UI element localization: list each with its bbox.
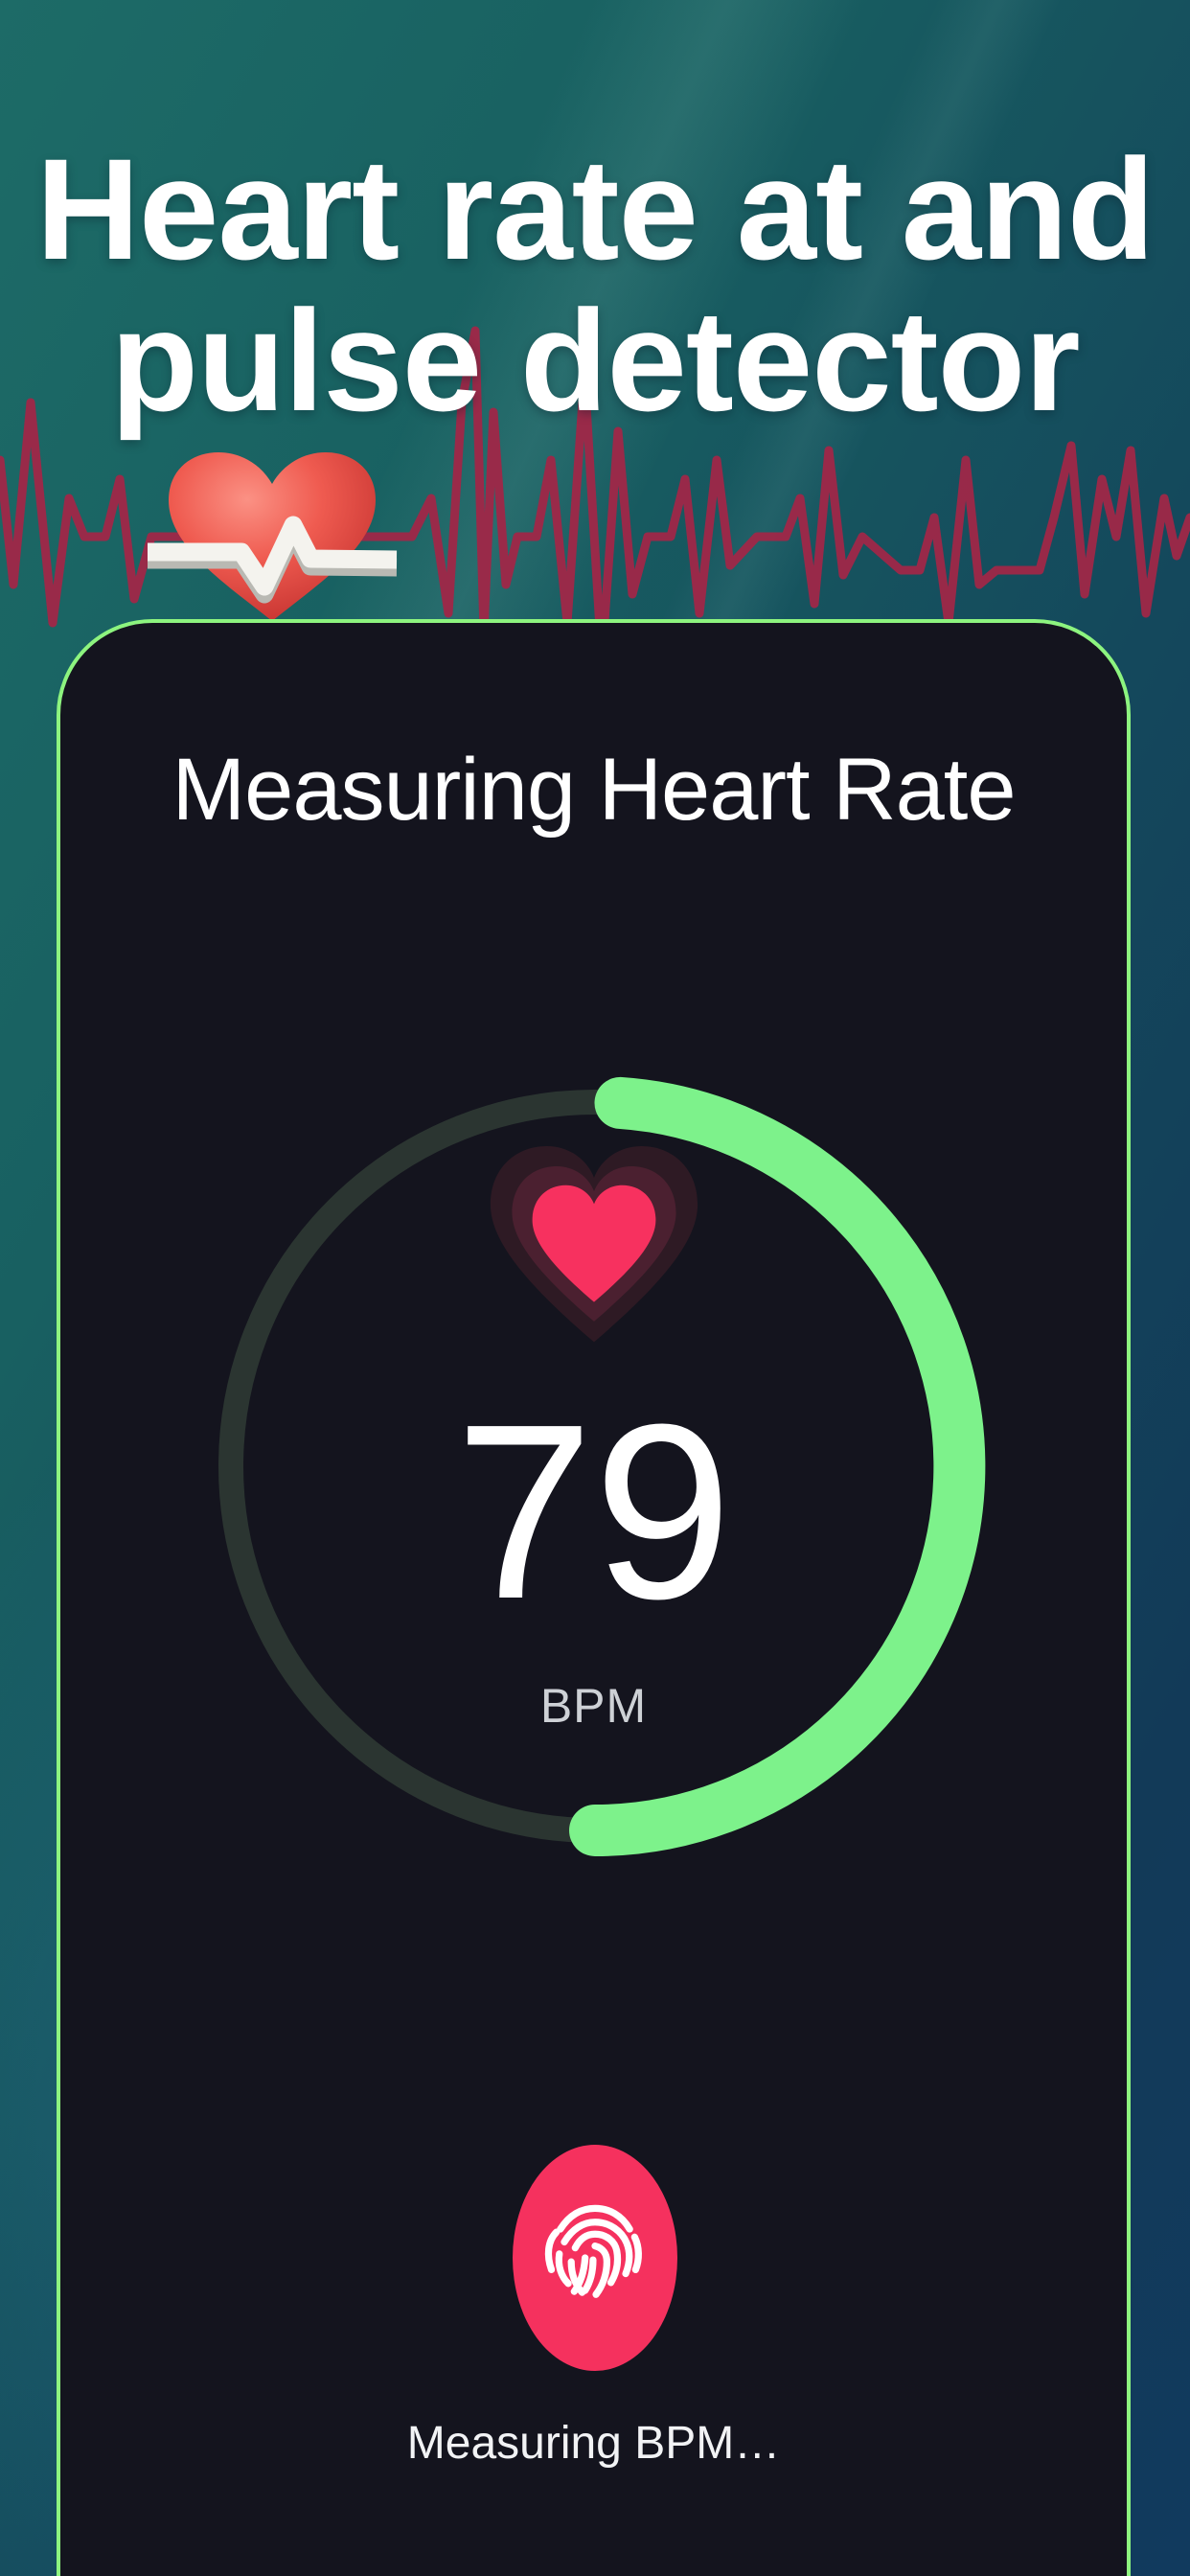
progress-ring-arc: [569, 1076, 986, 1856]
status-text: Measuring BPM…: [406, 2418, 781, 2469]
fingerprint-icon: [544, 2204, 642, 2298]
page-title-line-2: pulse detector: [110, 280, 1080, 441]
page-title-line-1: Heart rate at and: [35, 128, 1156, 289]
heart-icon: [490, 1145, 698, 1343]
bpm-value: 79: [454, 1373, 733, 1651]
page-title: Heart rate at and pulse detector: [0, 133, 1190, 436]
bpm-unit-label: BPM: [539, 1679, 648, 1733]
fingerprint-measure-button[interactable]: [513, 2145, 677, 2371]
card-title: Measuring Heart Rate: [172, 741, 1017, 839]
heart-rate-progress-ring: [218, 1076, 986, 1856]
heart-pulse-emoji-icon: [148, 452, 398, 621]
